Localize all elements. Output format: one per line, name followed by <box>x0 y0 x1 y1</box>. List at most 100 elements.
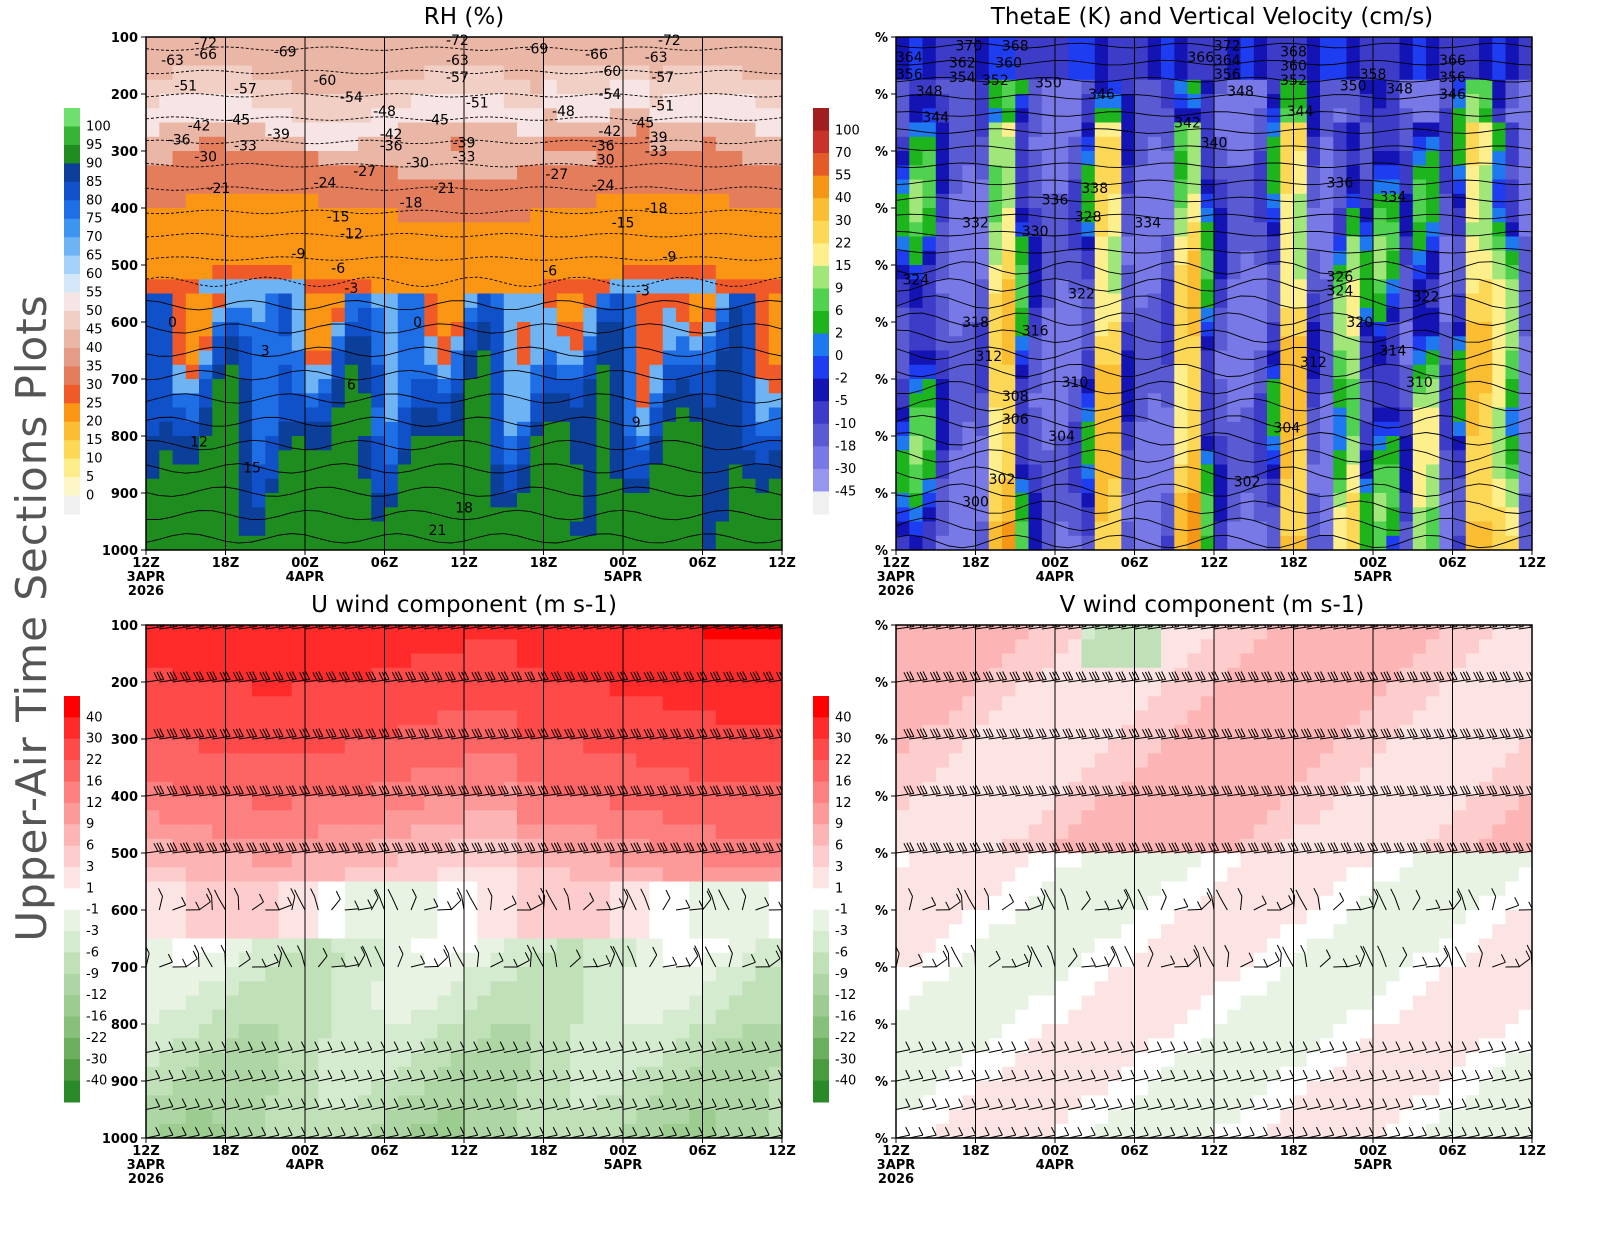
u-colorbar-swatch <box>64 738 80 761</box>
thetae-colorbar-label: 40 <box>835 191 852 206</box>
thetae-contour-label: 372 <box>1214 39 1241 55</box>
rh-colorbar-label: 80 <box>86 193 103 208</box>
thetae-contour-label: 336 <box>1042 192 1069 208</box>
rh-colorbar-swatch <box>64 218 80 238</box>
rh-colorbar-swatch <box>64 440 80 460</box>
u-colorbar-label: 22 <box>86 753 103 768</box>
v-colorbar-label: -30 <box>835 1052 856 1067</box>
rh-plot: 100200300400500600700800900100012Z3APR20… <box>102 31 796 599</box>
thetae-contour-label: 348 <box>1227 84 1254 100</box>
thetae-colorbar-label: 22 <box>835 236 852 251</box>
rh-contour-label: -51 <box>466 96 489 112</box>
v-colorbar-label: -22 <box>835 1031 856 1046</box>
u-x-tick-label: 12Z <box>768 1144 796 1159</box>
thetae-y-tick-label: % <box>875 544 888 559</box>
rh-contour-label: -63 <box>161 53 184 69</box>
rh-x-tick-date: 3APR <box>127 570 166 585</box>
thetae-contour-label: 308 <box>1002 389 1029 405</box>
v-x-tick-label: 06Z <box>1121 1144 1149 1159</box>
v-x-tick-label: 12Z <box>882 1144 910 1159</box>
rh-contour-label: -63 <box>645 50 668 66</box>
u-x-tick-date: 5APR <box>604 1158 643 1173</box>
thetae-contour-label: 370 <box>956 39 983 55</box>
rh-colorbar-swatch <box>64 200 80 220</box>
thetae-colorbar-label: -18 <box>835 439 856 454</box>
thetae-contour-label: 352 <box>1280 73 1307 89</box>
rh-x-tick-label: 18Z <box>530 556 558 571</box>
thetae-contour-label: 362 <box>949 56 976 72</box>
v-colorbar-label: -6 <box>835 945 848 960</box>
v-colorbar-label: -1 <box>835 903 848 918</box>
rh-colorbar-swatch <box>64 311 80 330</box>
rh-y-tick-label: 1000 <box>102 544 138 559</box>
u-x-tick-label: 06Z <box>371 1144 399 1159</box>
thetae-y-tick-label: % <box>875 487 888 502</box>
rh-contour-label: -27 <box>545 167 568 183</box>
thetae-contour-label: 310 <box>1062 375 1089 391</box>
rh-colorbar-swatch <box>64 384 80 404</box>
u-colorbar-label: 12 <box>86 796 103 811</box>
v-colorbar-swatch <box>813 866 829 889</box>
u-colorbar-label: -6 <box>86 945 99 960</box>
thetae-colorbar-swatch <box>813 401 829 425</box>
thetae-x-tick-label: 12Z <box>882 556 910 571</box>
thetae-contour-label: 356 <box>1214 67 1241 83</box>
rh-contour-label: 9 <box>632 415 641 431</box>
u-y-tick-label: 600 <box>111 904 138 919</box>
v-field <box>896 625 1532 1138</box>
v-colorbar-label: -3 <box>835 924 848 939</box>
u-colorbar-swatch <box>64 760 80 782</box>
u-colorbar-label: -3 <box>86 924 99 939</box>
thetae-colorbar-label: -5 <box>835 394 848 409</box>
rh-contour-label: -60 <box>313 73 336 89</box>
rh-x-tick-label: 18Z <box>212 556 240 571</box>
v-y-tick-label: % <box>875 1132 888 1147</box>
rh-colorbar-label: 75 <box>86 212 103 227</box>
u-y-tick-label: 100 <box>111 619 138 634</box>
thetae-contour-label: 350 <box>1035 76 1062 92</box>
side-title: Upper-Air Time Sections Plots <box>7 294 56 941</box>
rh-contour-label: -30 <box>406 155 429 171</box>
rh-contour-label: -39 <box>453 135 476 151</box>
thetae-contour-label: 352 <box>982 73 1009 89</box>
thetae-colorbar-label: 6 <box>835 304 843 319</box>
thetae-contour-label: 360 <box>1280 59 1307 75</box>
v-colorbar-label: 12 <box>835 796 852 811</box>
u-x-tick-label: 18Z <box>530 1144 558 1159</box>
rh-y-tick-label: 700 <box>111 373 138 388</box>
rh-contour-label: 6 <box>347 378 356 394</box>
u-colorbar-swatch <box>64 909 80 932</box>
rh-contour-label: -57 <box>234 81 257 97</box>
side-title-text: Upper-Air Time Sections Plots <box>7 294 56 941</box>
u-colorbar-swatch <box>64 781 80 804</box>
thetae-contour-label: 348 <box>1386 81 1413 97</box>
thetae-x-tick-label: 12Z <box>1518 556 1546 571</box>
thetae-contour-label: 312 <box>975 349 1002 365</box>
rh-colorbar-label: 95 <box>86 138 103 153</box>
v-x-tick-label: 12Z <box>1518 1144 1546 1159</box>
v-colorbar-label: 6 <box>835 839 843 854</box>
thetae-y-tick-label: % <box>875 31 888 46</box>
u-title: U wind component (m s-1) <box>311 592 617 618</box>
rh-contour-label: -39 <box>645 130 668 146</box>
v-colorbar-swatch <box>813 931 829 953</box>
v-y-tick-label: % <box>875 676 888 691</box>
thetae-contour-label: 356 <box>896 67 923 83</box>
rh-x-tick-label: 12Z <box>768 556 796 571</box>
u-x-tick-date: 3APR <box>127 1158 166 1173</box>
thetae-colorbar-swatch <box>813 220 829 244</box>
v-y-tick-label: % <box>875 790 888 805</box>
v-colorbar-swatch <box>813 973 829 996</box>
rh-contour-label: -72 <box>446 33 469 49</box>
u-y-tick-label: 800 <box>111 1018 138 1033</box>
u-colorbar-swatch <box>64 888 80 911</box>
thetae-y-tick-label: % <box>875 316 888 331</box>
rh-contour-label: -6 <box>331 261 345 277</box>
thetae-y-tick-label: % <box>875 430 888 445</box>
v-colorbar-swatch <box>813 717 829 740</box>
rh-colorbar-label: 65 <box>86 249 103 264</box>
rh-y-tick-label: 200 <box>111 88 138 103</box>
rh-colorbar-swatch <box>64 477 80 497</box>
rh-y-tick-label: 300 <box>111 145 138 160</box>
thetae-colorbar-swatch <box>813 243 829 267</box>
